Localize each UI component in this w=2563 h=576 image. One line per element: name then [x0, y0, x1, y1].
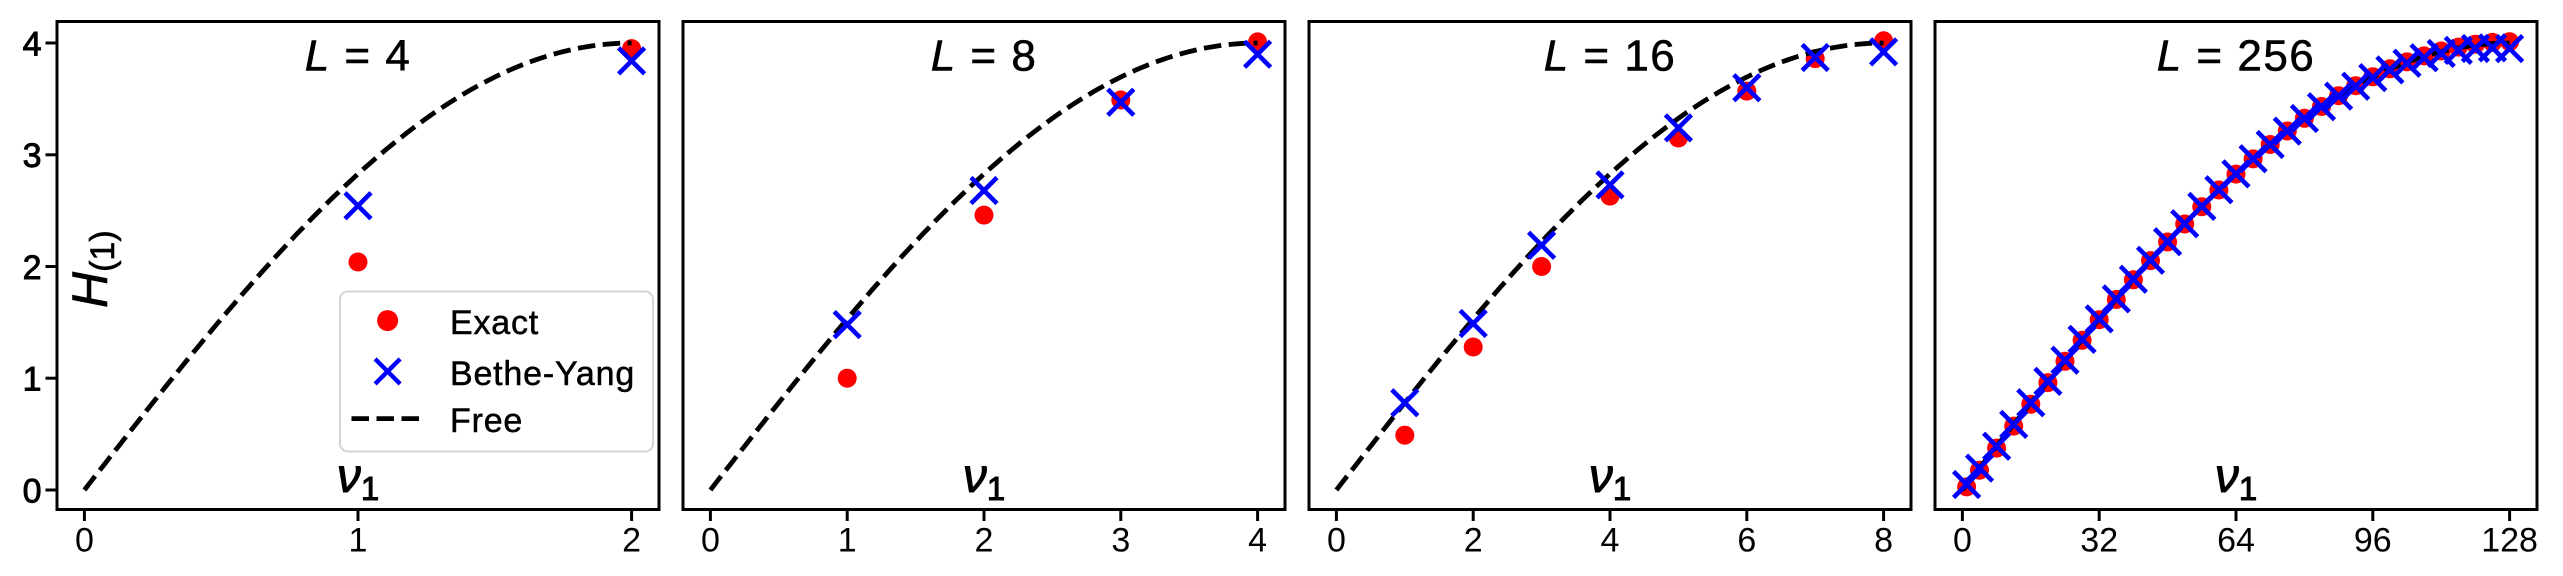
svg-text:4: 4: [23, 25, 42, 63]
svg-text:0: 0: [1953, 522, 1972, 560]
svg-text:0: 0: [23, 472, 42, 510]
svg-text:ν1: ν1: [337, 450, 379, 507]
svg-text:H(1): H(1): [62, 230, 122, 308]
svg-text:ν1: ν1: [963, 450, 1005, 507]
svg-text:1: 1: [349, 522, 368, 560]
svg-text:2: 2: [622, 522, 641, 560]
svg-text:L = 16: L = 16: [1544, 32, 1677, 81]
svg-text:ν1: ν1: [1589, 450, 1631, 507]
svg-text:0: 0: [1327, 522, 1346, 560]
svg-text:2: 2: [23, 249, 42, 287]
svg-text:2: 2: [1464, 522, 1483, 560]
svg-text:ν1: ν1: [2215, 450, 2257, 507]
svg-text:L = 8: L = 8: [931, 32, 1038, 81]
svg-text:4: 4: [1601, 522, 1620, 560]
svg-text:0: 0: [701, 522, 720, 560]
svg-text:0: 0: [75, 522, 94, 560]
svg-text:6: 6: [1737, 522, 1756, 560]
svg-text:Exact: Exact: [450, 304, 539, 342]
svg-text:2: 2: [975, 522, 994, 560]
svg-text:1: 1: [23, 361, 42, 399]
svg-text:8: 8: [1874, 522, 1893, 560]
svg-text:Free: Free: [450, 402, 523, 440]
svg-text:L = 4: L = 4: [305, 32, 412, 81]
svg-text:64: 64: [2217, 522, 2255, 560]
svg-text:3: 3: [1111, 522, 1130, 560]
svg-text:32: 32: [2080, 522, 2118, 560]
svg-text:96: 96: [2354, 522, 2392, 560]
svg-text:3: 3: [23, 137, 42, 175]
svg-text:128: 128: [2481, 522, 2538, 560]
svg-text:4: 4: [1248, 522, 1267, 560]
svg-text:1: 1: [838, 522, 857, 560]
svg-text:Bethe-Yang: Bethe-Yang: [450, 355, 635, 393]
svg-text:L = 256: L = 256: [2157, 32, 2316, 81]
